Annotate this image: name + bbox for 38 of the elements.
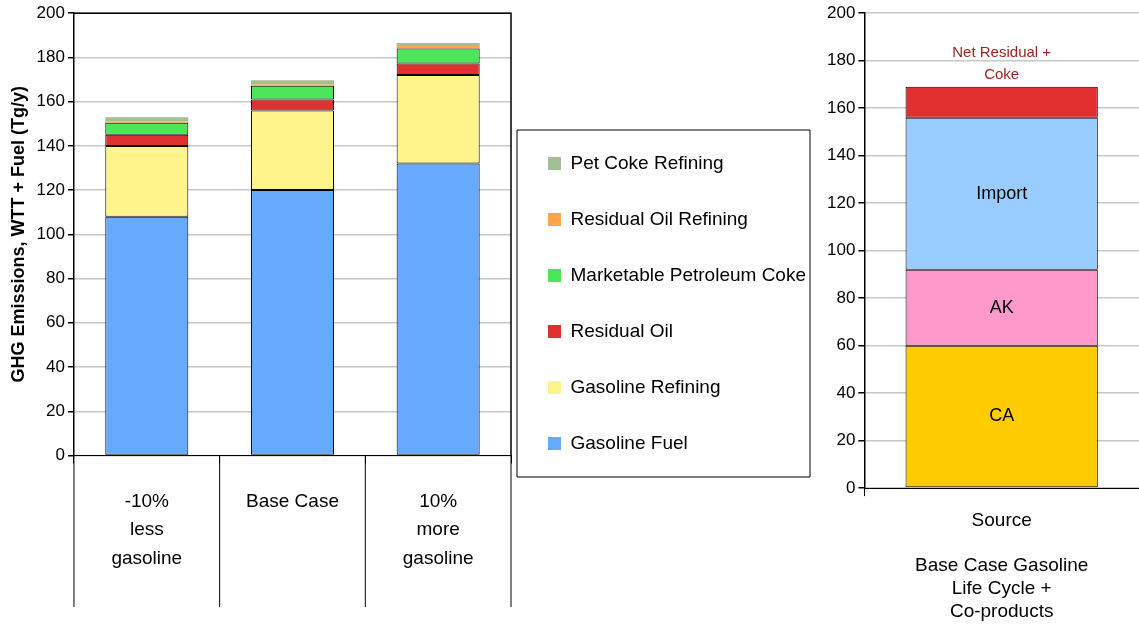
legend-label: Residual Oil [570,319,673,341]
legend-label: Marketable Petroleum Coke [570,263,806,285]
series-label: AK [989,296,1014,317]
y-tick-label: 160 [36,91,65,111]
y-tick-label: 160 [826,97,856,117]
y-tick-label: 20 [836,430,856,450]
y-tick-label: 60 [836,335,856,355]
y-tick-label: 40 [46,356,65,376]
y-tick-label: 140 [826,145,856,165]
legend-label: Pet Coke Refining [570,151,724,173]
y-tick-label: 100 [36,224,65,244]
series-label: Net Residual + Coke [952,42,1052,82]
x-tick-label: -10% less gasoline [111,489,183,568]
y-tick-label: 80 [46,268,65,288]
y-tick-label: 200 [36,2,65,22]
y-tick-label: 20 [46,400,65,420]
x-tick-label: Base Case [246,489,339,511]
x-axis-title: Base Case Gasoline Life Cycle + Co-products [915,554,1089,621]
y-tick-label: 80 [836,287,856,307]
x-tick-label: 10% more gasoline [402,489,474,568]
y-tick-label: 140 [36,135,65,155]
legend-label: Residual Oil Refining [570,207,748,229]
y-tick-label: 0 [845,477,856,497]
x-tick-label: Source [971,508,1032,530]
legend-label: Gasoline Refining [570,375,721,397]
legend-label: Gasoline Fuel [570,431,688,453]
y-tick-label: 120 [36,179,65,199]
y-tick-label: 180 [36,47,65,67]
series-label: CA [989,405,1015,426]
y-tick-label: 40 [836,382,856,402]
y-tick-label: 0 [55,445,65,465]
y-tick-label: 100 [826,240,856,260]
y-tick-label: 180 [826,50,856,70]
y-tick-label: 60 [46,312,65,332]
series-label: Import [976,182,1028,203]
y-axis-title: GHG Emissions, WTT + Fuel (Tg/y) [7,86,28,383]
y-tick-label: 200 [826,2,856,22]
y-tick-label: 120 [826,192,856,212]
